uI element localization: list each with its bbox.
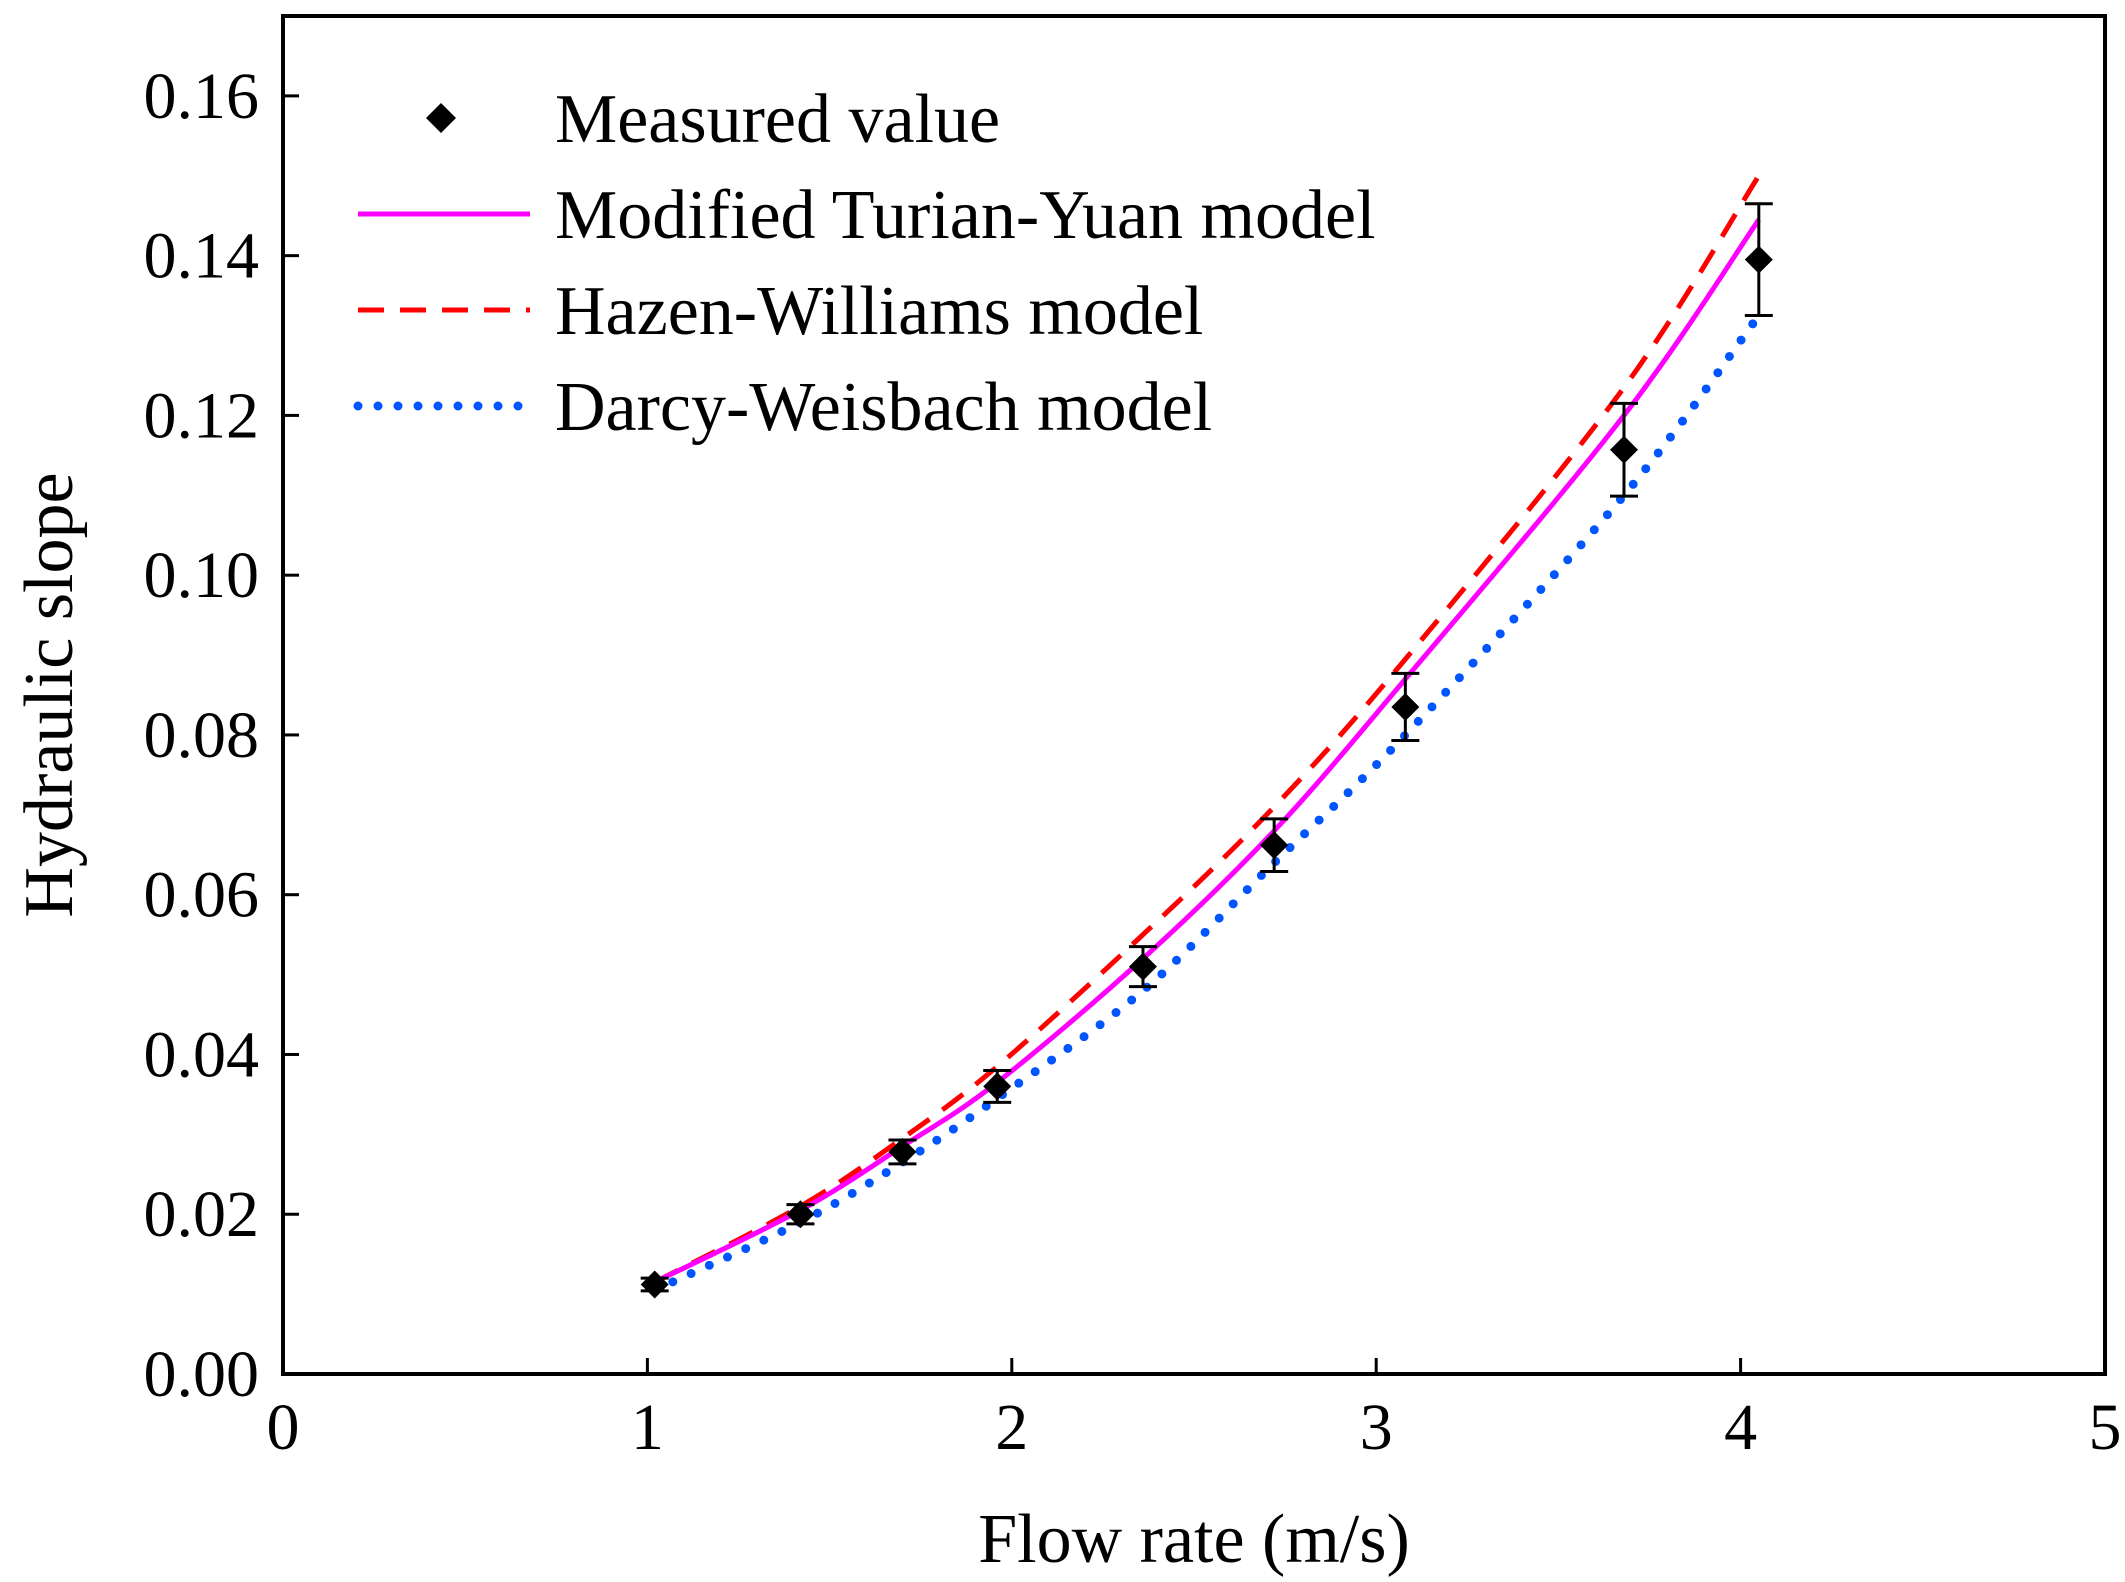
legend-label-measured: Measured value xyxy=(555,81,1000,158)
legend-label-modified-turian-yuan: Modified Turian-Yuan model xyxy=(555,177,1376,254)
measured-points-layer xyxy=(640,202,1773,1299)
x-tick-label: 4 xyxy=(1724,1391,1757,1464)
legend: Measured value Modified Turian-Yuan mode… xyxy=(353,81,1376,446)
x-axis-title: Flow rate (m/s) xyxy=(978,1501,1410,1577)
x-tick-label: 2 xyxy=(995,1391,1028,1464)
series-line-modified-turian-yuan-model xyxy=(653,218,1761,1285)
x-tick-label: 1 xyxy=(631,1391,664,1464)
measured-point xyxy=(1744,245,1773,274)
series-line-hazen-williams-model xyxy=(653,174,1761,1285)
plot-frame xyxy=(281,14,2107,1376)
y-axis-title: Hydraulic slope xyxy=(11,472,88,917)
y-tick-label: 0.16 xyxy=(144,60,260,133)
measured-point xyxy=(640,1270,669,1299)
x-tick-label: 0 xyxy=(267,1391,300,1464)
measured-point xyxy=(888,1137,917,1166)
x-tick-label: 3 xyxy=(1360,1391,1393,1464)
y-tick-label: 0.00 xyxy=(144,1338,260,1411)
legend-marker-measured xyxy=(426,103,456,133)
measured-point xyxy=(1128,952,1157,981)
axes-layer: 0 1 2 3 4 5 0.00 0.02 0.04 0.06 0.08 0.10 0.12 0.14 0.… xyxy=(144,14,2122,1464)
x-tick-label: 5 xyxy=(2089,1391,2122,1464)
legend-label-hazen-williams: Hazen-Williams model xyxy=(555,273,1203,350)
measured-point xyxy=(1609,435,1638,464)
y-tick-label: 0.10 xyxy=(144,539,260,612)
series-layer xyxy=(650,174,1764,1295)
y-tick-label: 0.08 xyxy=(144,699,260,772)
measured-point xyxy=(1260,831,1289,860)
legend-label-darcy-weisbach: Darcy-Weisbach model xyxy=(555,369,1212,446)
y-tick-label: 0.02 xyxy=(144,1178,260,1251)
measured-point xyxy=(983,1072,1012,1101)
series-line-darcy-weisbach-model xyxy=(650,311,1764,1295)
y-tick-label: 0.04 xyxy=(144,1018,260,1091)
y-tick-label: 0.14 xyxy=(144,220,260,293)
y-tick-label: 0.12 xyxy=(144,379,260,452)
measured-point xyxy=(786,1200,815,1229)
y-tick-label: 0.06 xyxy=(144,859,260,932)
measured-point xyxy=(1391,692,1420,721)
